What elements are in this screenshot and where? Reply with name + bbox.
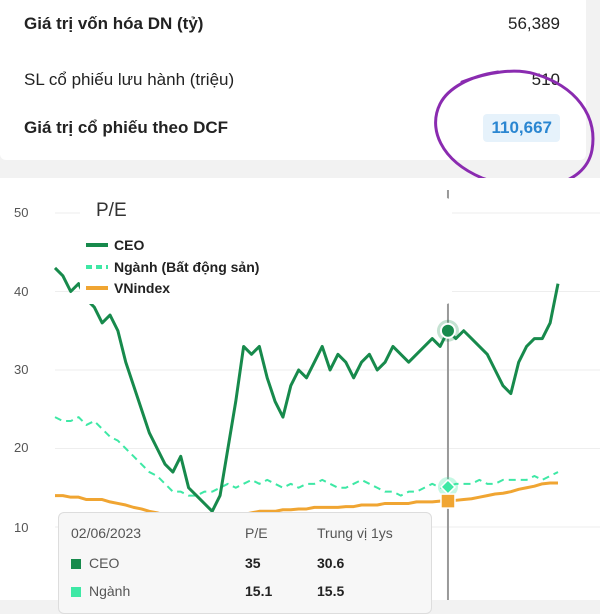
market-cap-label: Giá trị vốn hóa DN (tỷ) xyxy=(24,14,204,33)
series-square-icon xyxy=(71,559,81,570)
dcf-value-label: Giá trị cổ phiếu theo DCF xyxy=(24,118,229,137)
valuation-summary-card: Giá trị vốn hóa DN (tỷ) 56,389 SL cổ phi… xyxy=(0,0,586,160)
legend-item-industry[interactable]: Ngành (Bất động sản) xyxy=(86,258,259,276)
tooltip-row-industry: Ngành 15.1 15.5 xyxy=(59,583,431,603)
ceo-marker xyxy=(439,322,456,339)
y-tick-label: 50 xyxy=(14,205,29,220)
y-tick-label: 10 xyxy=(14,520,29,535)
tooltip-pe-value: 15.1 xyxy=(245,583,273,599)
series-line xyxy=(53,266,560,513)
y-tick-label: 20 xyxy=(14,440,29,455)
market-cap-value: 56,389 xyxy=(508,14,560,33)
chart-title: P/E xyxy=(96,200,127,221)
shares-outstanding-label: SL cổ phiếu lưu hành (triệu) xyxy=(24,70,235,89)
legend-label: Ngành (Bất động sản) xyxy=(114,259,260,275)
tooltip-col-pe: P/E xyxy=(245,525,268,541)
legend-swatch-solid xyxy=(86,286,108,290)
series-square-icon xyxy=(71,587,81,598)
series-line xyxy=(55,481,558,521)
chart-title-legend-box xyxy=(80,198,452,304)
legend-item-vnindex[interactable]: VNindex xyxy=(86,279,170,297)
legend-label: VNindex xyxy=(114,280,171,296)
tooltip-date: 02/06/2023 xyxy=(71,525,142,541)
y-tick-label: 30 xyxy=(14,362,29,377)
tooltip-col-median: Trung vị 1ys xyxy=(317,525,393,541)
dcf-value-badge: 110,667 xyxy=(483,114,560,142)
legend-item-ceo[interactable]: CEO xyxy=(86,236,144,254)
tooltip-pe-value: 35 xyxy=(245,555,261,571)
y-tick-label: 40 xyxy=(14,284,29,299)
tooltip-header: 02/06/2023 P/E Trung vị 1ys xyxy=(59,525,431,545)
tooltip-median-value: 15.5 xyxy=(317,583,345,599)
chart-tooltip: 02/06/2023 P/E Trung vị 1ys CEO 35 30.6 … xyxy=(58,512,432,614)
market-cap-row: Giá trị vốn hóa DN (tỷ) 56,389 xyxy=(24,14,560,34)
legend-swatch-dashed xyxy=(86,265,108,269)
series-line xyxy=(54,416,559,497)
vnindex-marker xyxy=(440,493,456,509)
tooltip-median-value: 30.6 xyxy=(317,555,345,571)
tooltip-series-name: CEO xyxy=(89,555,120,571)
legend-swatch-solid xyxy=(86,243,108,247)
legend-label: CEO xyxy=(114,237,145,253)
tooltip-row-ceo: CEO 35 30.6 xyxy=(59,555,431,575)
tooltip-series-name: Ngành xyxy=(89,583,131,599)
dcf-value-row: Giá trị cổ phiếu theo DCF 110,667 xyxy=(24,114,560,142)
